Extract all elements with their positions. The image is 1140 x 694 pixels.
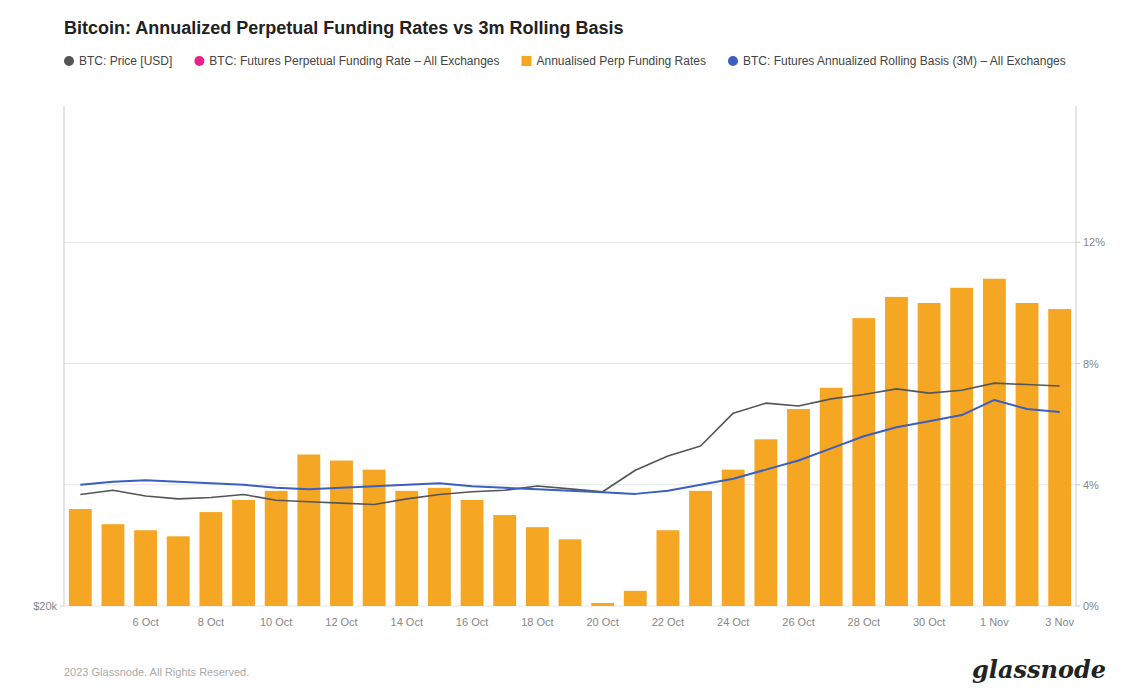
- legend-marker: [728, 56, 738, 66]
- legend-label: Annualised Perp Funding Rates: [537, 54, 706, 68]
- title: Bitcoin: Annualized Perpetual Funding Ra…: [64, 18, 623, 38]
- footer-brand: glassnode: [972, 655, 1106, 684]
- bar: [950, 288, 973, 606]
- legend: BTC: Price [USD] BTC: Futures Perpetual F…: [64, 54, 1066, 68]
- x-tick-label: 24 Oct: [717, 616, 749, 628]
- footer-note: 2023 Glassnode. All Rights Reserved.: [64, 666, 249, 678]
- bar-series: [69, 279, 1071, 606]
- y-tick: [60, 606, 64, 607]
- y2-tick-label: 12%: [1083, 236, 1105, 248]
- legend-item: BTC: Price [USD]: [64, 54, 172, 68]
- bar: [689, 491, 712, 606]
- bar: [722, 470, 745, 606]
- bar: [69, 509, 92, 606]
- y2-tick: [1076, 606, 1080, 607]
- x-tick-label: 16 Oct: [456, 616, 488, 628]
- legend-item: BTC: Futures Annualized Rolling Basis (3…: [728, 54, 1066, 68]
- x-tick-label: 12 Oct: [325, 616, 357, 628]
- x-tick-label: 3 Nov: [1045, 616, 1074, 628]
- x-tick-label: 20 Oct: [586, 616, 618, 628]
- x-tick-label: 30 Oct: [913, 616, 945, 628]
- bar: [820, 388, 843, 606]
- bar: [167, 536, 190, 606]
- y2-tick-label: 4%: [1083, 479, 1099, 491]
- bar: [363, 470, 386, 606]
- bar: [428, 488, 451, 606]
- y2-axis: 0% 4% 8% 12%: [1076, 236, 1105, 612]
- y2-axis-line: [1076, 106, 1077, 606]
- bar: [591, 603, 614, 606]
- y2-tick: [1076, 363, 1080, 364]
- x-tick-label: 22 Oct: [652, 616, 684, 628]
- x-tick-label: 6 Oct: [132, 616, 158, 628]
- x-axis: 6 Oct 8 Oct 10 Oct 12 Oct 14 Oct 16 Oct 18 Oct…: [132, 616, 1074, 628]
- y-tick-label: $20k: [33, 600, 57, 612]
- bar: [395, 491, 418, 606]
- x-tick-label: 14 Oct: [391, 616, 423, 628]
- bar: [918, 303, 941, 606]
- bar: [330, 461, 353, 606]
- y2-tick-label: 8%: [1083, 358, 1099, 370]
- legend-label: BTC: Futures Perpetual Funding Rate – Al…: [209, 54, 499, 68]
- legend-item: BTC: Futures Perpetual Funding Rate – Al…: [194, 54, 499, 68]
- bar: [493, 515, 516, 606]
- legend-marker: [64, 56, 74, 66]
- chart: Bitcoin: Annualized Perpetual Funding Ra…: [0, 0, 1140, 694]
- y-axis-line: [64, 106, 65, 606]
- grid-line: [64, 242, 1076, 243]
- legend-marker: [194, 56, 204, 66]
- line: [80, 383, 1059, 504]
- y2-tick: [1076, 484, 1080, 485]
- bar: [102, 524, 125, 606]
- bar: [754, 439, 777, 606]
- x-tick-label: 26 Oct: [782, 616, 814, 628]
- y-axis: $20k: [33, 600, 64, 612]
- x-tick-label: 10 Oct: [260, 616, 292, 628]
- bar: [297, 454, 320, 606]
- line: [80, 400, 1059, 494]
- bar: [461, 500, 484, 606]
- bar: [526, 527, 549, 606]
- bar: [232, 500, 255, 606]
- bar: [1016, 303, 1039, 606]
- x-tick-label: 8 Oct: [198, 616, 224, 628]
- bar: [265, 491, 288, 606]
- x-tick-label: 1 Nov: [980, 616, 1009, 628]
- legend-label: BTC: Futures Annualized Rolling Basis (3…: [743, 54, 1066, 68]
- legend-item: Annualised Perp Funding Rates: [522, 54, 706, 68]
- bar: [983, 279, 1006, 606]
- bar: [657, 530, 680, 606]
- bar: [199, 512, 222, 606]
- x-tick-label: 28 Oct: [848, 616, 880, 628]
- bar: [787, 409, 810, 606]
- legend-marker: [522, 56, 532, 66]
- y2-tick: [1076, 242, 1080, 243]
- plot-area: [69, 279, 1071, 606]
- y2-tick-label: 0%: [1083, 600, 1099, 612]
- legend-label: BTC: Price [USD]: [79, 54, 172, 68]
- bar: [885, 297, 908, 606]
- grid: [64, 242, 1076, 606]
- bar: [624, 591, 647, 606]
- bar: [134, 530, 157, 606]
- bar: [1048, 309, 1071, 606]
- x-tick-label: 18 Oct: [521, 616, 553, 628]
- bar: [559, 539, 582, 606]
- bar: [852, 318, 875, 606]
